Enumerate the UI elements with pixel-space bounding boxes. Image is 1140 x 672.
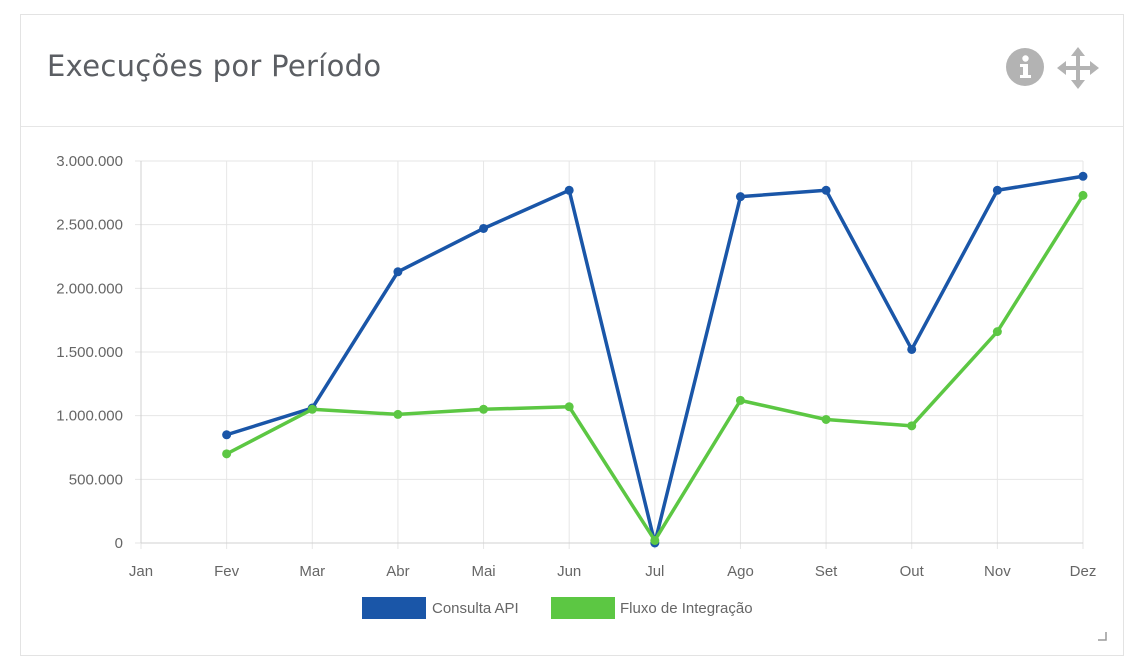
x-tick-label: Ago: [727, 563, 754, 580]
data-point: [907, 344, 917, 354]
y-tick-label: 1.500.000: [56, 344, 123, 361]
chart-panel: Execuções por Período: [20, 14, 1124, 656]
data-point: [650, 535, 660, 545]
data-point: [1078, 171, 1088, 181]
move-arrows-icon[interactable]: [1057, 47, 1099, 89]
data-point: [907, 421, 917, 431]
y-tick-label: 2.000.000: [56, 280, 123, 297]
x-tick-label: Nov: [984, 563, 1011, 580]
data-point: [735, 192, 745, 202]
resize-handle-icon[interactable]: [1096, 630, 1108, 642]
x-tick-label: Mar: [299, 563, 325, 580]
x-tick-label: Dez: [1070, 563, 1097, 580]
legend-label: Consulta API: [432, 600, 519, 617]
y-tick-label: 0: [115, 535, 123, 552]
data-point: [479, 404, 489, 414]
legend-swatch: [362, 597, 426, 619]
data-point: [564, 402, 574, 412]
x-tick-label: Mai: [471, 563, 495, 580]
panel-header: Execuções por Período: [21, 15, 1123, 127]
data-point: [393, 267, 403, 277]
info-circle-icon[interactable]: [1005, 47, 1045, 87]
y-tick-label: 3.000.000: [56, 153, 123, 170]
data-point: [735, 395, 745, 405]
data-point: [821, 414, 831, 424]
data-point: [1078, 190, 1088, 200]
data-point: [821, 185, 831, 195]
x-tick-label: Out: [900, 563, 925, 580]
y-tick-label: 1.000.000: [56, 408, 123, 425]
y-axis-ticks: 0 500.000 1.000.000 1.500.000 2.000.000 2.500…: [56, 153, 123, 552]
x-tick-label: Abr: [386, 563, 409, 580]
series: [222, 171, 1088, 548]
legend: Consulta API Fluxo de Integração: [362, 597, 753, 619]
x-axis-ticks: Jan Fev Mar Abr Mai Jun Jul Ago Set Out Nov Dez: [129, 563, 1096, 580]
axes: [140, 161, 1083, 544]
data-point: [307, 404, 317, 414]
panel-title: Execuções por Período: [47, 49, 382, 83]
y-tick-label: 2.500.000: [56, 217, 123, 234]
y-tick-label: 500.000: [69, 471, 123, 488]
x-tick-label: Fev: [214, 563, 240, 580]
legend-label: Fluxo de Integração: [620, 600, 753, 617]
data-point: [479, 223, 489, 233]
data-point: [393, 409, 403, 419]
x-tick-label: Jan: [129, 563, 153, 580]
x-tick-label: Jun: [557, 563, 581, 580]
data-point: [564, 185, 574, 195]
legend-swatch: [551, 597, 615, 619]
x-tick-label: Jul: [645, 563, 664, 580]
data-point: [222, 430, 232, 440]
data-point: [992, 327, 1002, 337]
data-point: [992, 185, 1002, 195]
x-tick-label: Set: [815, 563, 838, 580]
data-point: [222, 449, 232, 459]
